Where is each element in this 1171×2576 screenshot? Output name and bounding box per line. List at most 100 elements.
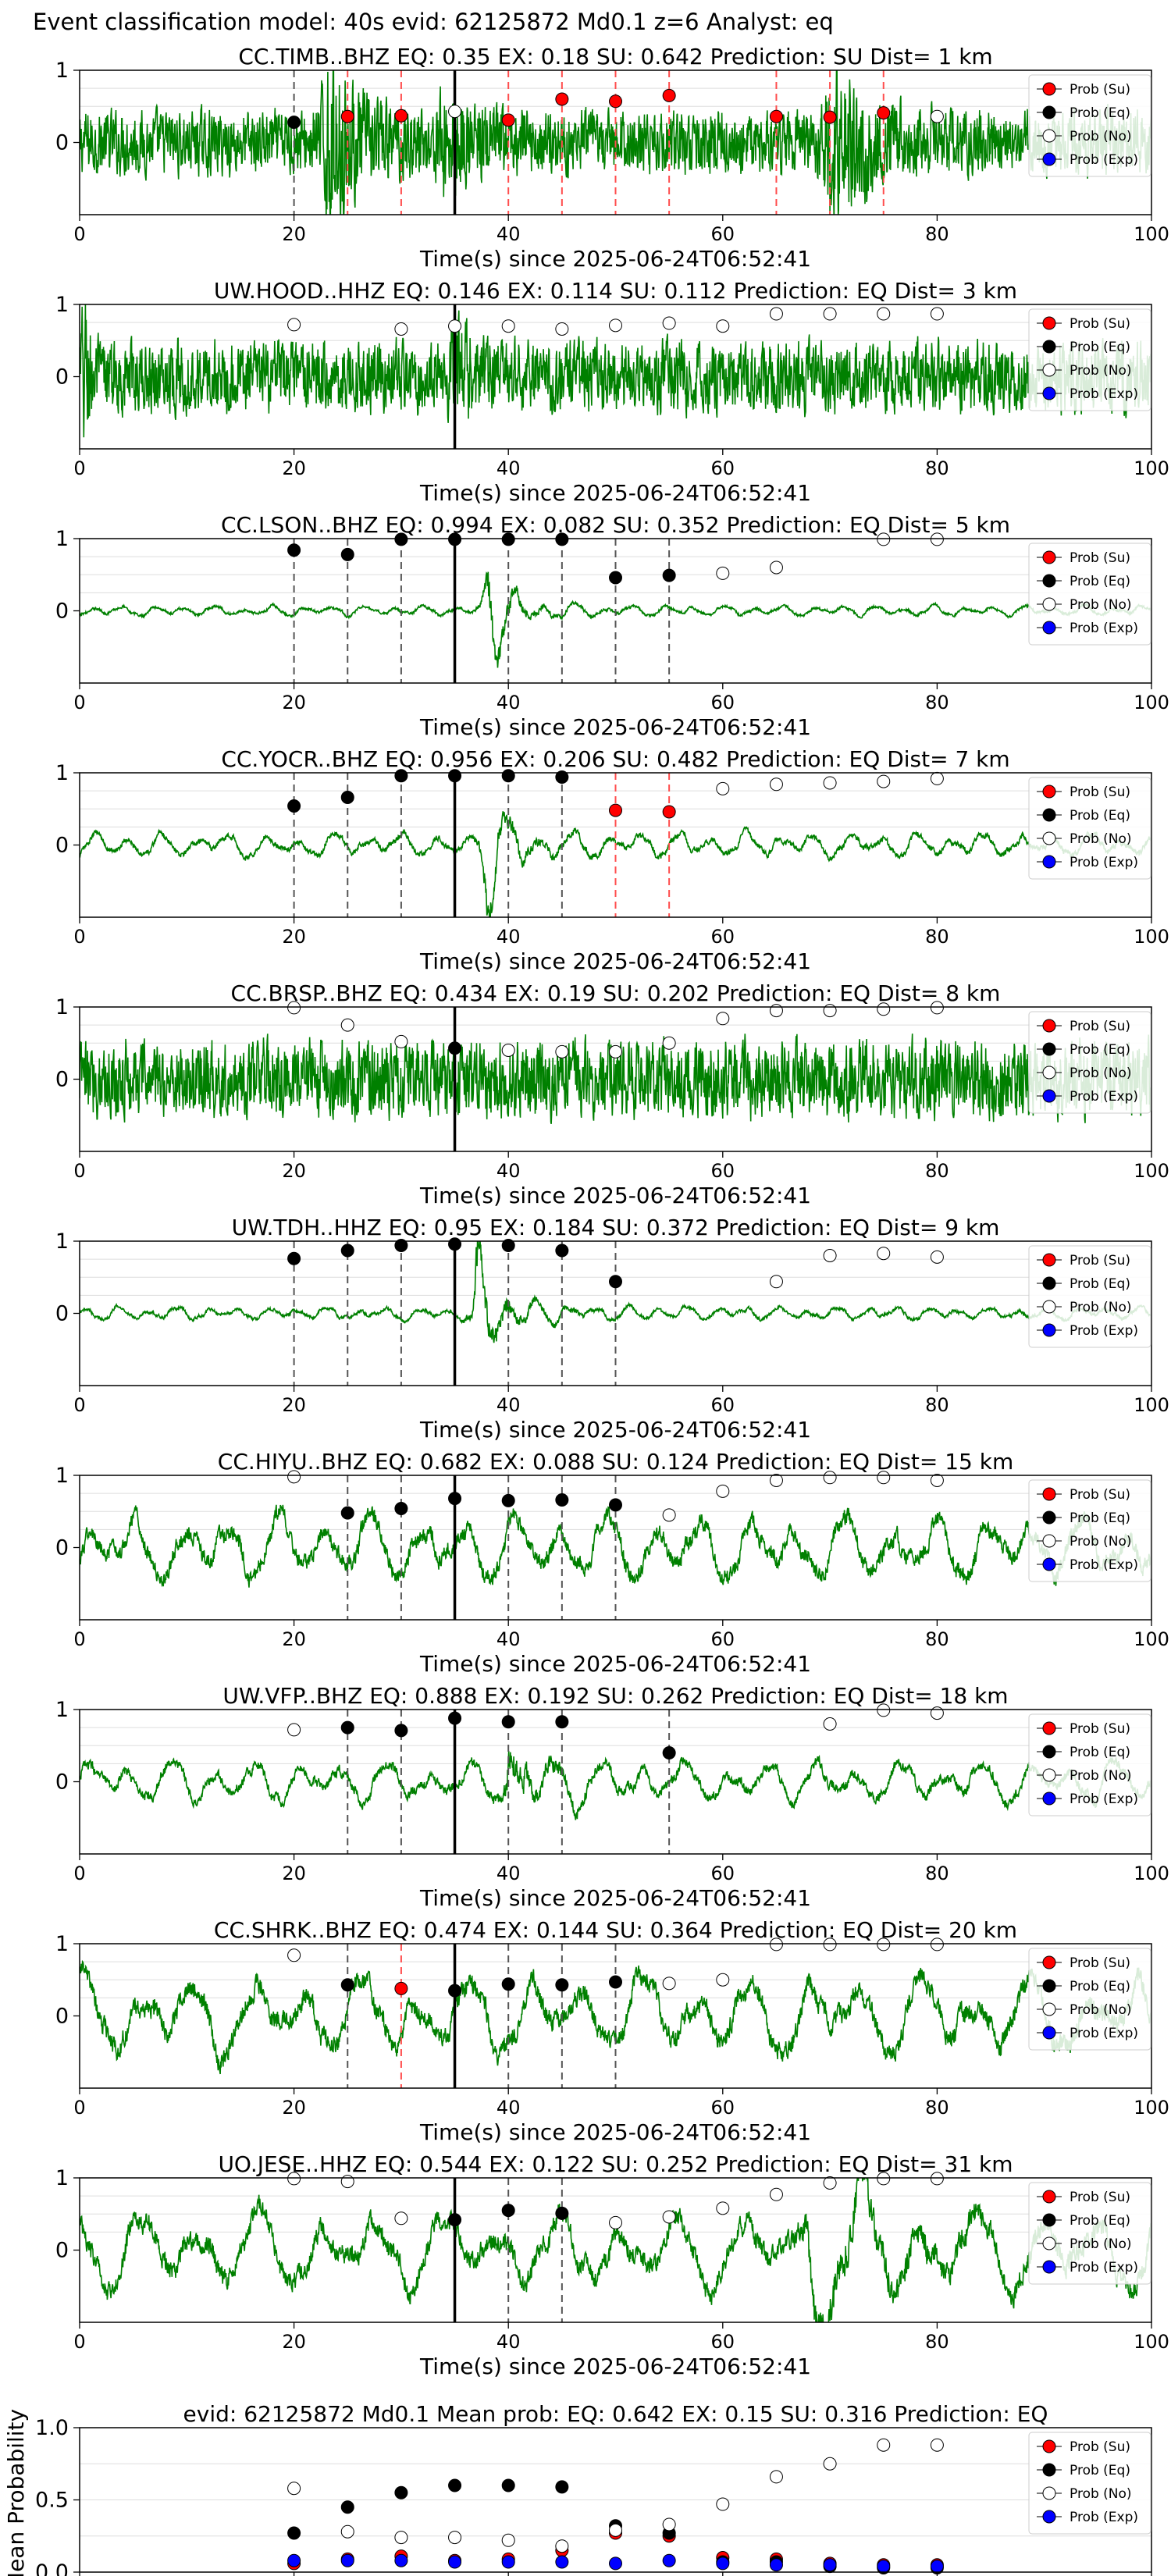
legend-box — [1028, 2182, 1151, 2285]
x-tick-label: 40 — [497, 1628, 521, 1650]
prob-point-eq — [555, 1244, 569, 1258]
prob-point-no — [448, 105, 462, 119]
prob-point-eq — [501, 1493, 515, 1507]
x-tick-label: 40 — [497, 1863, 521, 1884]
prob-point-su — [823, 110, 837, 124]
plot-frame — [79, 1709, 1152, 1855]
prob-point-eq — [340, 547, 354, 561]
mean-point-no — [340, 2524, 354, 2539]
waveform-trace — [80, 70, 1151, 215]
panel-title: CC.HIYU..BHZ EQ: 0.682 EX: 0.088 SU: 0.1… — [218, 1449, 1013, 1475]
prob-point-no — [823, 1937, 837, 1952]
prob-point-eq — [287, 543, 301, 557]
x-tick-label: 20 — [282, 692, 306, 713]
prob-point-no — [716, 1012, 730, 1026]
x-tick-label: 20 — [282, 926, 306, 948]
prob-point-eq — [501, 1715, 515, 1729]
legend-label-no: Prob (No) — [1070, 2002, 1132, 2018]
prob-point-eq — [609, 1975, 622, 1989]
prob-point-no — [716, 781, 730, 795]
prob-point-no — [823, 776, 837, 790]
y-tick-label: 1 — [55, 1932, 69, 1956]
prob-point-no — [823, 1717, 837, 1731]
legend-label-su: Prob (Su) — [1070, 82, 1130, 98]
prob-point-su — [609, 803, 622, 817]
prob-point-eq — [448, 2213, 462, 2227]
legend-box — [1028, 74, 1151, 177]
prob-point-eq — [340, 1720, 354, 1735]
legend-marker-exp — [1042, 621, 1056, 635]
prob-point-eq — [448, 1711, 462, 1725]
x-tick-label: 60 — [711, 1160, 735, 1182]
mean-point-exp — [394, 2553, 408, 2567]
prob-point-no — [609, 1044, 622, 1059]
x-axis-label: Time(s) since 2025-06-24T06:52:41 — [419, 1183, 811, 1208]
legend-label-exp: Prob (Exp) — [1070, 1323, 1138, 1339]
mean-point-exp — [877, 2560, 891, 2574]
legend-box — [1028, 2432, 1151, 2535]
x-tick-label: 40 — [497, 1394, 521, 1416]
prob-point-eq — [448, 1237, 462, 1251]
legend-marker-exp — [1042, 1089, 1056, 1103]
prob-point-no — [555, 322, 569, 336]
legend-marker-eq — [1042, 340, 1056, 354]
prob-point-no — [769, 1937, 783, 1952]
legend-box — [1028, 543, 1151, 646]
legend-marker-su — [1042, 1721, 1056, 1735]
legend-label-no: Prob (No) — [1070, 1768, 1132, 1784]
panel-title: UW.HOOD..HHZ EQ: 0.146 EX: 0.114 SU: 0.1… — [214, 278, 1017, 304]
prob-point-no — [287, 2172, 301, 2186]
prob-point-eq — [287, 116, 301, 130]
prob-point-no — [930, 2172, 944, 2186]
legend-label-no: Prob (No) — [1070, 2486, 1132, 2502]
mean-point-no — [662, 2517, 676, 2532]
mean-point-exp — [501, 2555, 515, 2569]
plot-frame — [79, 1006, 1152, 1152]
legend-marker-su — [1042, 2439, 1056, 2453]
prob-point-no — [769, 2187, 783, 2201]
x-axis-label: Time(s) since 2025-06-24T06:52:41 — [419, 948, 811, 974]
x-tick-label: 100 — [1134, 926, 1169, 948]
prob-point-no — [716, 319, 730, 333]
y-axis-label: Mean Probability — [3, 2409, 29, 2576]
legend-label-eq: Prob (Eq) — [1070, 574, 1130, 589]
prob-point-no — [930, 1937, 944, 1952]
legend-box — [1028, 1479, 1151, 1582]
x-tick-label: 60 — [711, 457, 735, 479]
x-tick-label: 80 — [925, 692, 949, 713]
panel-title: CC.BRSP..BHZ EQ: 0.434 EX: 0.19 SU: 0.20… — [231, 980, 1001, 1006]
prob-point-no — [609, 2215, 622, 2229]
x-tick-label: 20 — [282, 457, 306, 479]
x-tick-label: 60 — [711, 2331, 735, 2353]
prob-point-eq — [662, 568, 676, 582]
prob-point-eq — [555, 1978, 569, 1992]
prob-point-no — [609, 318, 622, 333]
x-tick-label: 100 — [1134, 1394, 1169, 1416]
x-tick-label: 40 — [497, 457, 521, 479]
prob-point-no — [769, 560, 783, 575]
legend-marker-exp — [1042, 152, 1056, 166]
prob-point-eq — [448, 1984, 462, 1998]
legend-marker-su — [1042, 1019, 1056, 1033]
legend-marker-su — [1042, 1487, 1056, 1501]
prob-point-su — [877, 106, 891, 120]
legend-label-exp: Prob (Exp) — [1070, 1089, 1138, 1105]
legend-label-eq: Prob (Eq) — [1070, 1042, 1130, 1058]
x-tick-label: 80 — [925, 2097, 949, 2119]
panel-title: CC.YOCR..BHZ EQ: 0.956 EX: 0.206 SU: 0.4… — [221, 746, 1009, 772]
legend-label-su: Prob (Su) — [1070, 550, 1130, 566]
legend-marker-exp — [1042, 855, 1056, 869]
x-tick-label: 0 — [73, 2331, 85, 2353]
panel-title: CC.LSON..BHZ EQ: 0.994 EX: 0.082 SU: 0.3… — [221, 512, 1010, 538]
y-tick-label: 0 — [55, 1770, 69, 1795]
prob-point-eq — [287, 1251, 301, 1265]
prob-point-eq — [448, 1041, 462, 1055]
mean-point-no — [823, 2457, 837, 2471]
legend-marker-no — [1042, 1768, 1056, 1782]
x-tick-label: 20 — [282, 1394, 306, 1416]
prob-point-no — [877, 532, 891, 546]
x-tick-label: 40 — [497, 2097, 521, 2119]
mean-point-exp — [769, 2558, 783, 2572]
plot-frame — [79, 1943, 1152, 2089]
